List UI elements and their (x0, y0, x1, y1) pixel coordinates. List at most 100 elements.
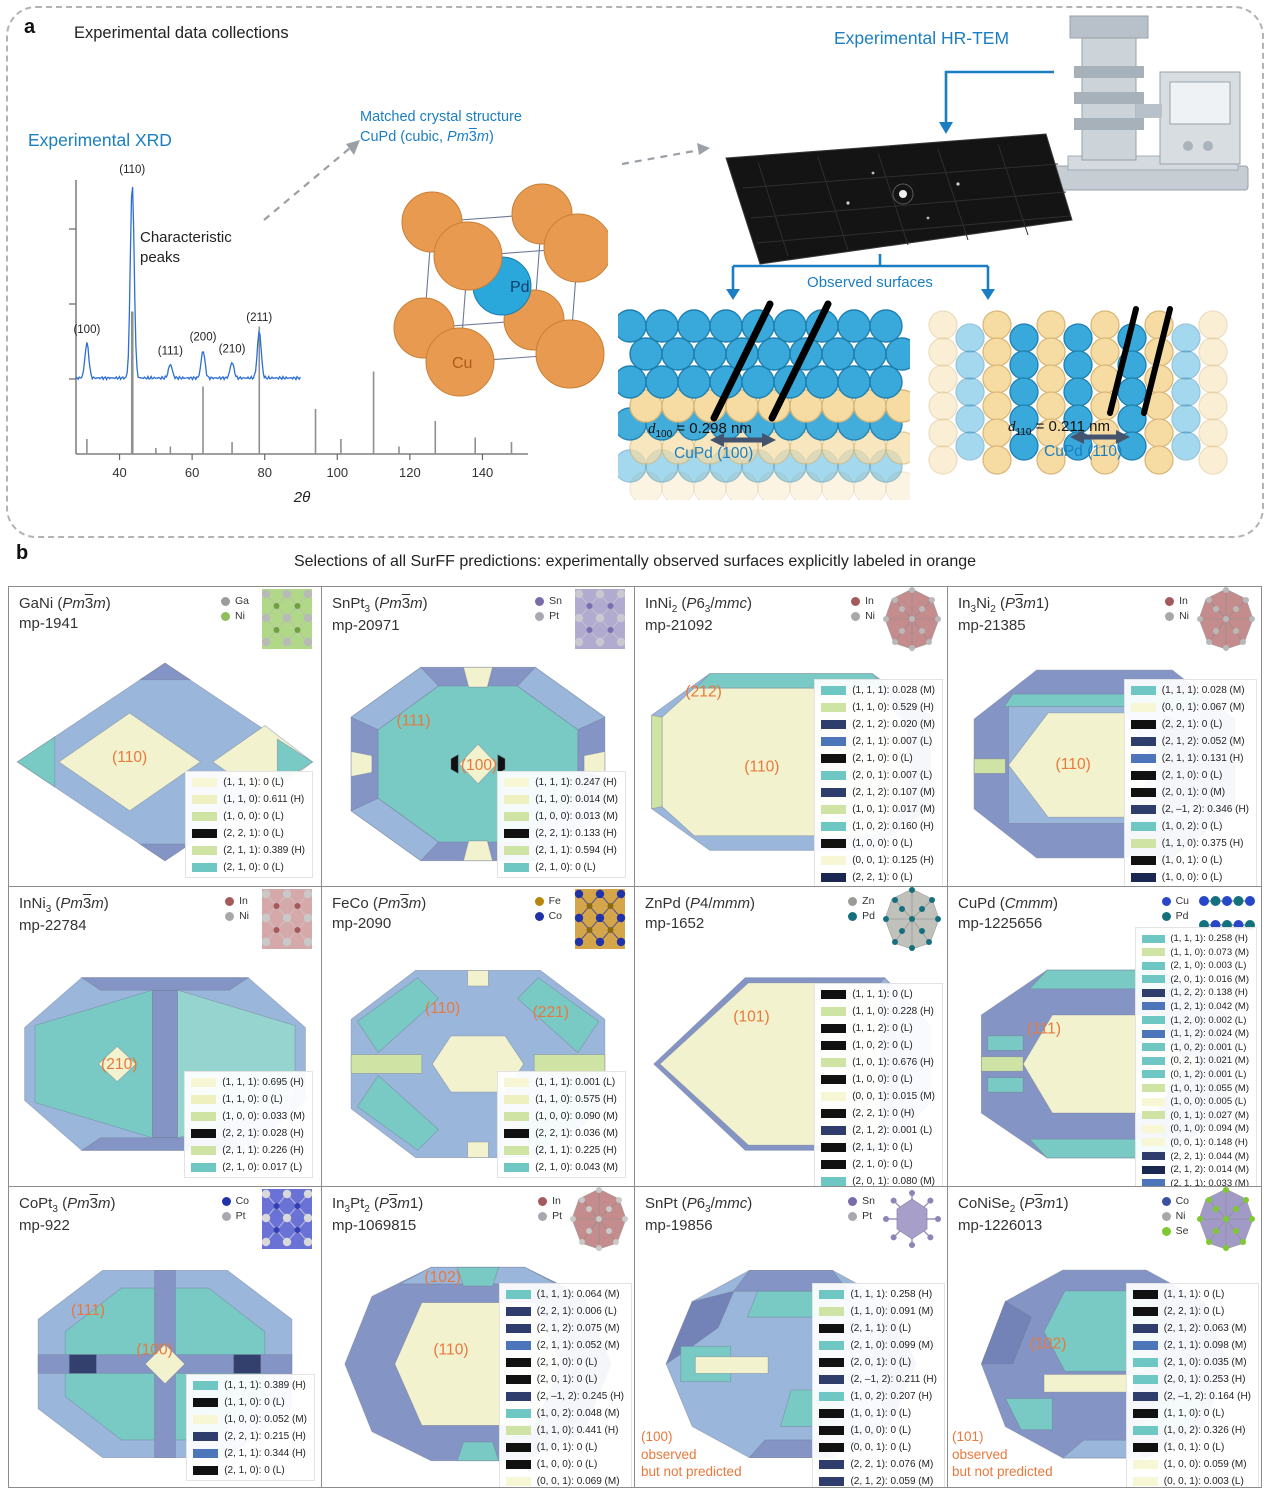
dashed-arrow-to-micrograph (621, 148, 701, 166)
prediction-cell-inni2: InNi2 (P63/mmc) mp-21092 In Ni (212) (110) (1,… (635, 587, 948, 887)
legend-text: (1, 0, 2): 0 (L) (852, 1040, 913, 1051)
legend-row: (2, 2, 1): 0 (L) (1132, 1306, 1251, 1317)
legend-row: (2, 2, 1): 0 (L) (821, 872, 935, 883)
legend-row: (1, 1, 1): 0.247 (H) (504, 777, 618, 788)
d-symbol: d (1008, 419, 1016, 435)
atom-legend-row: Co (534, 910, 562, 922)
pt-atom-dot (848, 1211, 858, 1221)
pt-atom-dot (538, 1211, 548, 1221)
legend-text: (1, 1, 1): 0.028 (M) (1161, 685, 1245, 696)
structure-thumbnail (570, 1187, 628, 1251)
cell-mp-id: mp-21385 (958, 617, 1026, 634)
legend-row: (2, 1, 0): 0 (L) (821, 1159, 935, 1170)
legend-text: (2, 0, 1): 0 (L) (536, 1374, 598, 1385)
characteristic-peaks-label: Characteristic peaks (140, 229, 232, 267)
legend-row: (1, 1, 1): 0.028 (M) (821, 685, 935, 696)
legend-swatch (192, 812, 218, 821)
legend-text: (1, 0, 0): 0.090 (M) (535, 1111, 618, 1122)
legend-swatch (505, 1290, 531, 1299)
legend-swatch (821, 839, 847, 848)
legend-text: (1, 1, 0): 0.575 (H) (535, 1094, 617, 1105)
legend-row: (2, 1, 0): 0 (L) (192, 862, 305, 873)
legend-row: (2, 1, 0): 0 (L) (821, 753, 935, 764)
legend-swatch (504, 1112, 530, 1121)
energy-legend: (1, 1, 1): 0.389 (H) (1, 1, 0): 0 (L) (1, … (186, 1374, 315, 1481)
pt-atom-dot (221, 1211, 231, 1221)
legend-swatch (505, 1307, 531, 1316)
legend-text: (1, 1, 0): 0.611 (H) (223, 794, 305, 805)
legend-row: (1, 0, 0): 0 (L) (505, 1459, 624, 1470)
legend-swatch (504, 1163, 530, 1172)
atom-label: Ni (865, 610, 875, 622)
atom-label: Sn (862, 1195, 875, 1207)
atom-legend-row: Cu (1161, 895, 1189, 907)
matched-line1: Matched crystal structure (360, 109, 522, 125)
atom-legend: In Ni (1165, 595, 1189, 625)
legend-row: (0, 0, 1): 0.125 (H) (821, 855, 935, 866)
legend-row: (1, 1, 1): 0.028 (M) (1130, 685, 1249, 696)
legend-row: (2, 1, 2): 0.001 (L) (821, 1125, 935, 1136)
legend-row: (1, 1, 1): 0.001 (L) (504, 1077, 618, 1088)
legend-swatch (819, 1392, 845, 1401)
legend-text: (2, 1, 2): 0.107 (M) (852, 787, 935, 798)
prediction-cell-copt3: CoPt3 (Pm3m) mp-922 Co Pt (111) (100) (1, 1, 1… (9, 1187, 322, 1487)
legend-text: (0, 1, 1): 0.027 (M) (1170, 1109, 1249, 1121)
legend-text: (2, 1, 1): 0.007 (L) (852, 736, 933, 747)
legend-row: (0, 0, 1): 0 (L) (819, 1442, 937, 1453)
legend-swatch (1130, 788, 1156, 797)
sn-atom-dot (848, 1196, 858, 1206)
legend-swatch (1142, 975, 1166, 984)
legend-text: (1, 0, 0): 0.013 (M) (535, 811, 618, 822)
legend-row: (2, 2, 1): 0.076 (M) (819, 1459, 937, 1470)
legend-text: (0, 1, 0): 0.094 (M) (1170, 1123, 1249, 1135)
facet-label: (110) (744, 758, 779, 775)
facet-label: (110) (433, 1342, 468, 1359)
legend-text: (2, 0, 1): 0 (M) (1161, 787, 1226, 798)
legend-swatch (821, 990, 847, 999)
legend-row: (1, 0, 0): 0.013 (M) (504, 811, 618, 822)
legend-swatch (191, 1078, 217, 1087)
legend-swatch (1142, 1084, 1166, 1093)
atom-legend-row: In (225, 895, 249, 907)
legend-row: (2, 1, 1): 0.594 (H) (504, 845, 618, 856)
legend-text: (1, 0, 0): 0 (L) (852, 1074, 913, 1085)
legend-text: (0, 0, 1): 0.125 (H) (852, 855, 934, 866)
legend-row: (1, 0, 0): 0.033 (M) (191, 1111, 305, 1122)
atom-legend: Co Pt (221, 1195, 249, 1225)
energy-legend: (1, 1, 1): 0 (L) (1, 1, 0): 0.228 (H) (1, … (814, 983, 943, 1186)
legend-row: (1, 0, 1): 0.017 (M) (821, 804, 935, 815)
svg-text:(111): (111) (158, 345, 183, 357)
prediction-cell-gani: GaNi (Pm3m) mp-1941 Ga Ni (110) (1, 1, 1): 0 … (9, 587, 322, 887)
observed-surfaces-label: Observed surfaces (807, 274, 933, 291)
legend-swatch (1132, 1460, 1158, 1469)
legend-text: (2, 2, 1): 0.076 (M) (850, 1459, 934, 1470)
surface-left-illustration (618, 300, 910, 500)
legend-text: (1, 1, 1): 0.064 (M) (536, 1289, 620, 1300)
legend-row: (2, 1, 2): 0.063 (M) (1132, 1323, 1251, 1334)
observed-not-predicted-note: (101) observed but not predicted (952, 1429, 1053, 1480)
cu-atom-dot (1161, 896, 1171, 906)
legend-text: (2, 2, 1): 0 (L) (852, 872, 913, 883)
predictions-grid: GaNi (Pm3m) mp-1941 Ga Ni (110) (1, 1, 1): 0 … (8, 586, 1262, 1488)
legend-swatch (1142, 1111, 1166, 1120)
cell-header-znpd: ZnPd (P4/mmm) mp-1652 (645, 894, 755, 933)
legend-row: (1, 0, 1): 0.055 (M) (1142, 1083, 1249, 1094)
ni-atom-dot (225, 911, 235, 921)
legend-row: (2, 2, 1): 0.044 (M) (1142, 1151, 1249, 1162)
legend-swatch (505, 1409, 531, 1418)
legend-swatch (1132, 1409, 1158, 1418)
legend-text: (2, 0, 1): 0 (L) (850, 1357, 912, 1368)
legend-swatch (821, 686, 847, 695)
legend-row: (1, 1, 0): 0.091 (M) (819, 1306, 937, 1317)
legend-row: (1, 0, 1): 0 (L) (1132, 1442, 1251, 1453)
cell-header-copt3: CoPt3 (Pm3m) mp-922 (19, 1194, 115, 1236)
legend-text: (1, 1, 0): 0.091 (M) (850, 1306, 934, 1317)
facet-label: (210) (101, 1056, 137, 1073)
legend-swatch (1142, 1043, 1166, 1052)
legend-swatch (821, 822, 847, 831)
legend-row: (2, 1, 1): 0.007 (L) (821, 736, 935, 747)
legend-text: (2, 1, 2): 0.001 (L) (852, 1125, 933, 1136)
atom-legend-row: In (1165, 595, 1189, 607)
legend-row: (1, 1, 0): 0.611 (H) (192, 794, 305, 805)
legend-swatch (505, 1375, 531, 1384)
